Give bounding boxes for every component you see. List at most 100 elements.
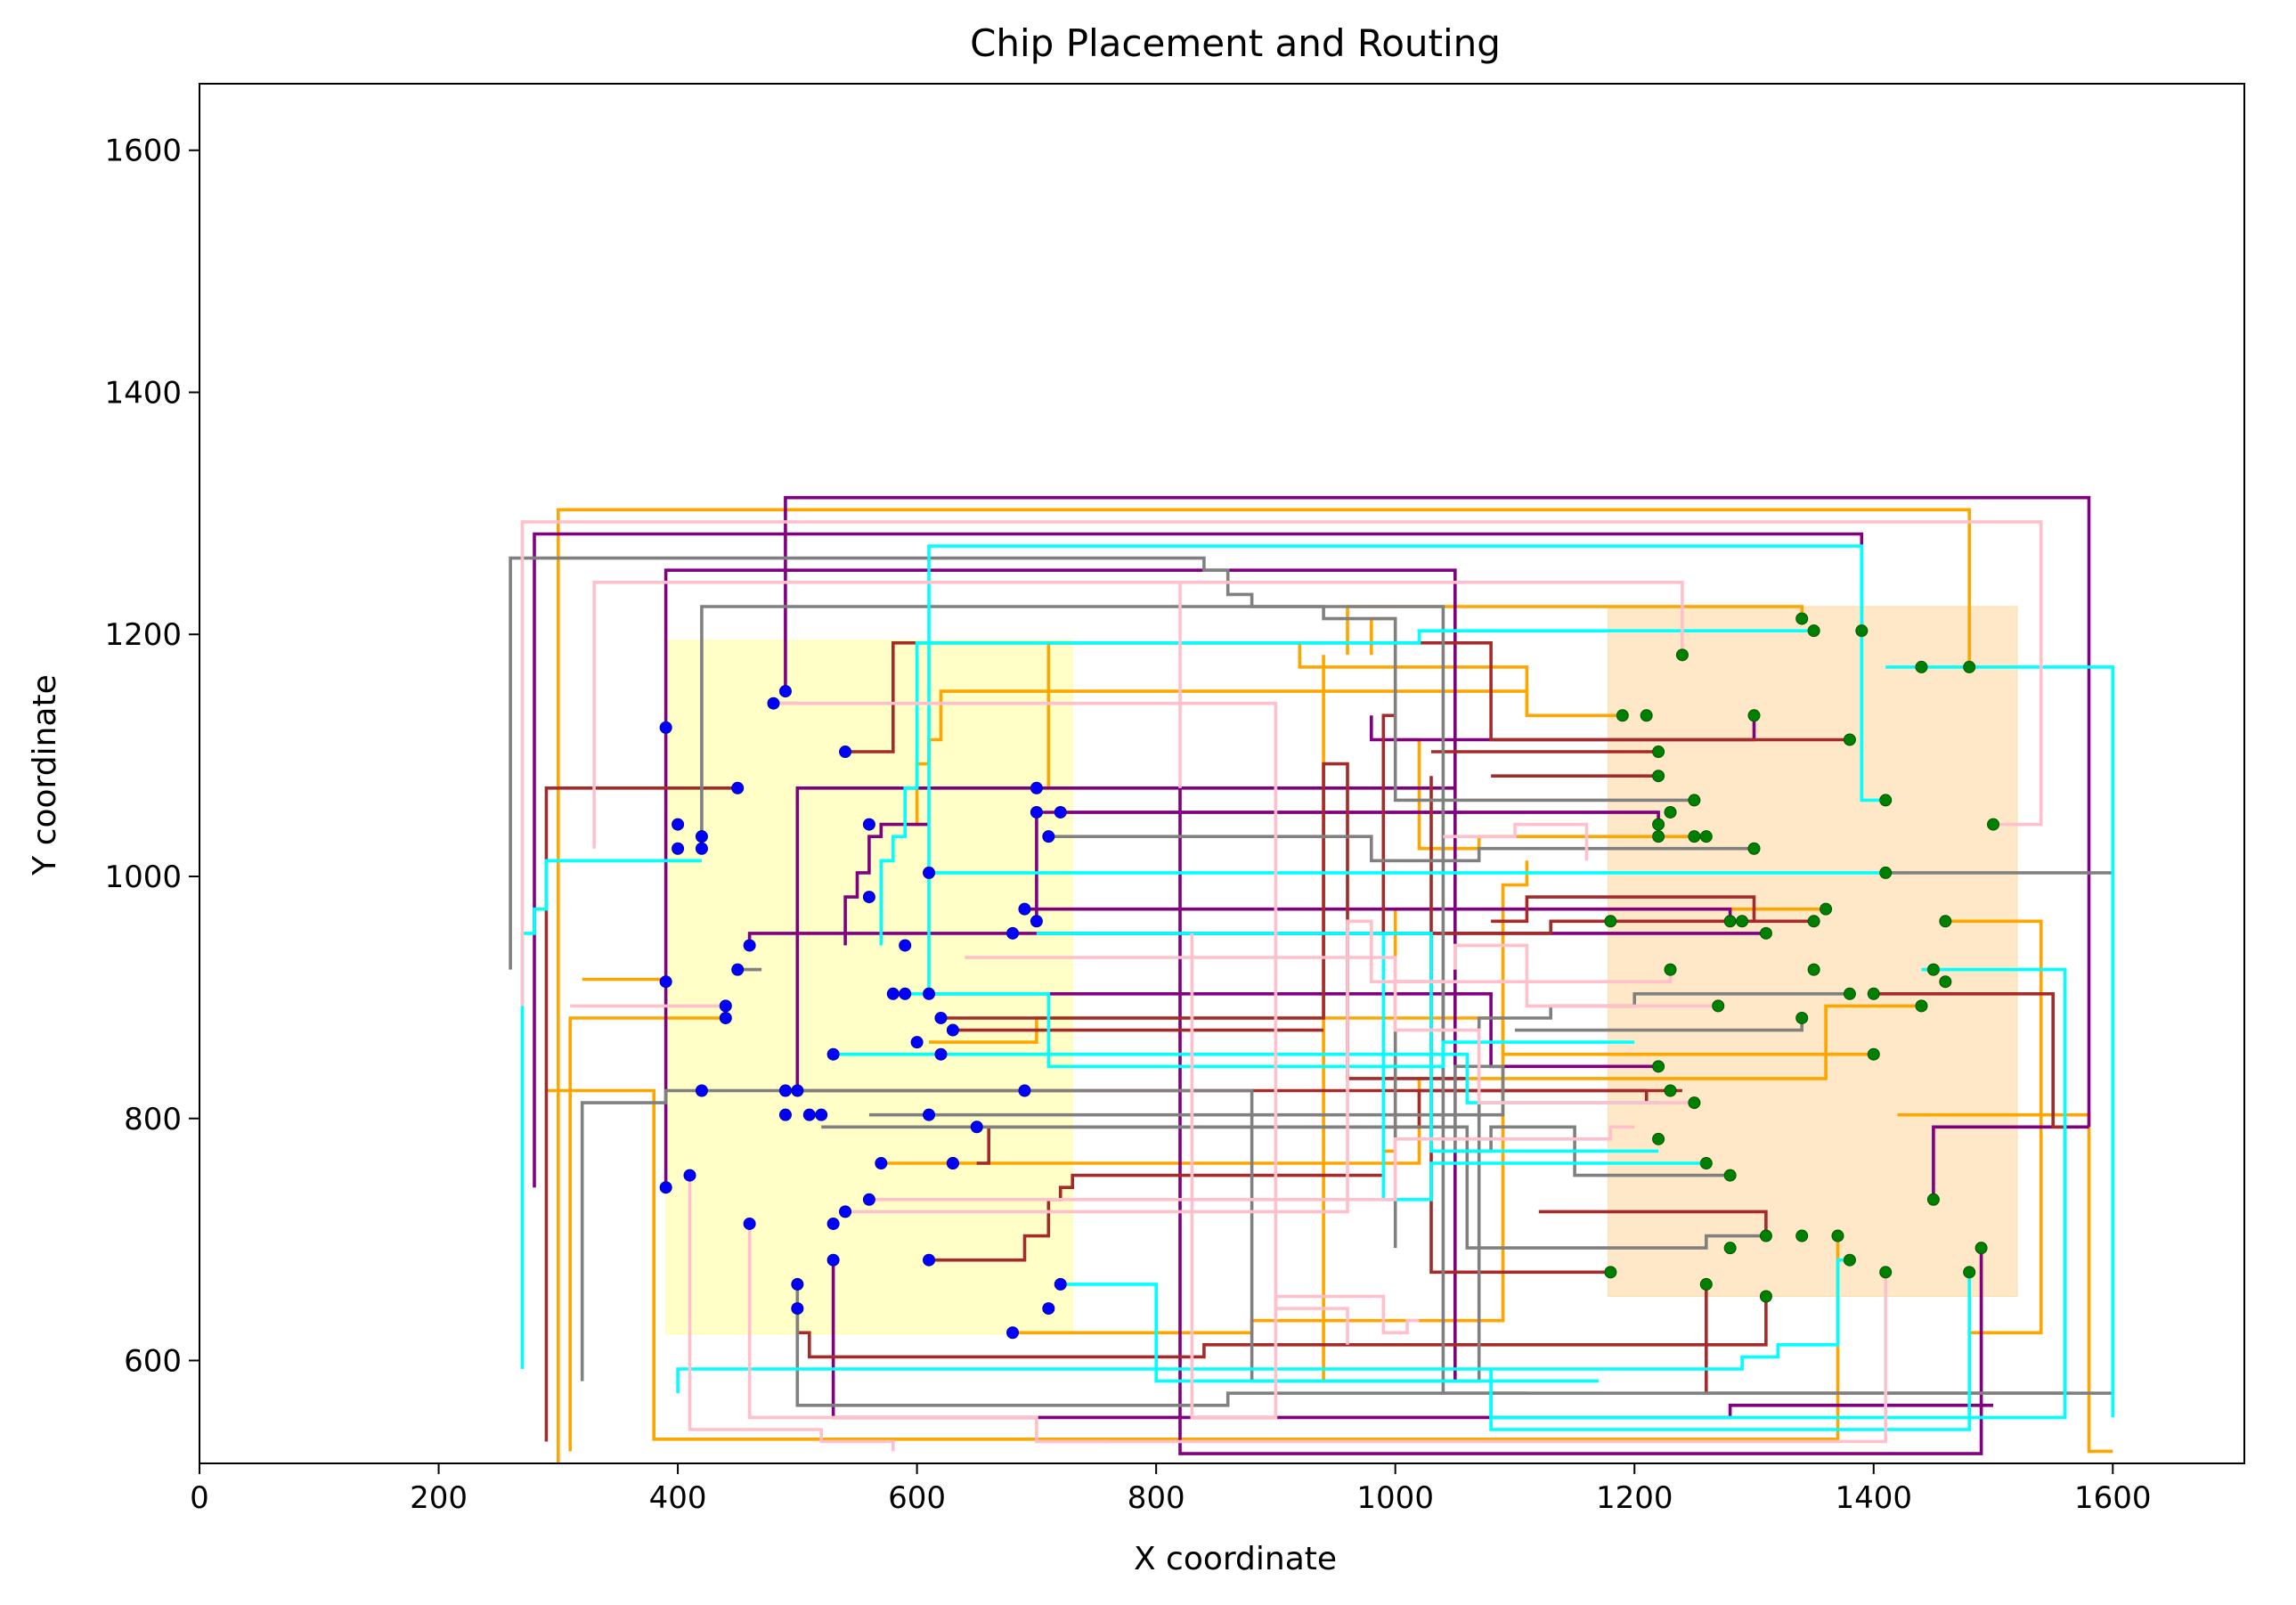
net-path (1491, 895, 1756, 924)
x-tick-label: 200 (410, 1480, 468, 1516)
pin-blue (719, 1011, 732, 1024)
pin-green (1688, 794, 1701, 807)
y-axis-label: Y coordinate (27, 674, 63, 876)
pin-blue (934, 1011, 948, 1024)
x-tick-label: 0 (190, 1480, 209, 1516)
pin-blue (1054, 805, 1067, 819)
pin-green (1807, 963, 1820, 976)
y-axis-ticks: 600 800 1000 1200 1400 1600 (104, 134, 199, 1380)
pin-blue (899, 939, 912, 952)
net-path (1431, 919, 1814, 935)
pin-blue (946, 1023, 959, 1037)
pin-green (1867, 1047, 1880, 1061)
pin-green (1987, 818, 2000, 831)
pins (659, 612, 2000, 1340)
net-path (843, 822, 929, 946)
net-path (795, 786, 1455, 1091)
net-path (1897, 1112, 2113, 1454)
pin-blue (826, 1217, 840, 1230)
net-path (784, 495, 2091, 1128)
net-path (1190, 933, 1420, 1420)
pin-green (1664, 805, 1677, 819)
x-tick-label: 1000 (1356, 1480, 1434, 1516)
net-path (592, 580, 1684, 849)
net-path (1060, 1283, 1599, 1383)
plot-frame (199, 83, 2245, 1464)
x-tick-label: 1200 (1596, 1480, 1673, 1516)
x-tick-label: 400 (649, 1480, 707, 1516)
pin-blue (778, 685, 792, 698)
x-axis-ticks: 0 200 400 600 800 1000 1200 1400 1600 (190, 1463, 2152, 1516)
pin-blue (862, 1193, 875, 1206)
pin-blue (923, 1253, 936, 1267)
pin-green (1664, 1084, 1677, 1097)
pin-green (1652, 1060, 1665, 1073)
net-path (664, 568, 1457, 1381)
net-path (845, 919, 1673, 1214)
pin-blue (659, 1181, 672, 1194)
pin-green (1699, 1157, 1713, 1170)
x-tick-label: 1400 (1836, 1480, 1913, 1516)
pin-green (1926, 1193, 1940, 1206)
pin-green (1759, 1290, 1772, 1303)
pin-blue (826, 1253, 840, 1267)
pin-blue (923, 987, 936, 1000)
net-path (676, 1258, 1850, 1394)
pin-green (1723, 1169, 1737, 1182)
pin-blue (862, 891, 875, 904)
pin-green (1652, 818, 1665, 831)
pin-blue (778, 1084, 792, 1097)
net-path (927, 544, 1886, 994)
pin-blue (791, 1302, 804, 1316)
pin-green (1855, 624, 1869, 638)
pin-green (1747, 709, 1761, 722)
pin-blue (778, 1108, 792, 1121)
net-path (1046, 640, 1529, 788)
chart-title: Chip Placement and Routing (970, 21, 1501, 65)
pin-blue (672, 818, 685, 831)
net-path (544, 786, 738, 1442)
pin-green (1939, 975, 1952, 989)
net-path (929, 992, 1659, 1069)
pin-blue (695, 830, 708, 843)
pin-blue (910, 1036, 924, 1049)
pin-green (1963, 1266, 1976, 1279)
pin-blue (767, 697, 780, 710)
pin-blue (659, 721, 672, 734)
y-tick-label: 600 (124, 1344, 182, 1380)
y-tick-label: 1200 (104, 617, 182, 653)
pin-green (1699, 830, 1713, 843)
pin-blue (875, 1157, 888, 1170)
pin-blue (923, 1108, 936, 1121)
net-path (700, 605, 1695, 837)
net-path (688, 1175, 895, 1452)
net-path (1036, 1272, 1887, 1444)
x-tick-label: 1600 (2074, 1480, 2152, 1516)
x-tick-label: 800 (1128, 1480, 1185, 1516)
pin-blue (1054, 1277, 1067, 1291)
pin-green (1616, 709, 1629, 722)
pin-green (1879, 1266, 1893, 1279)
pin-blue (839, 1205, 852, 1218)
pin-green (1604, 915, 1617, 928)
pin-blue (839, 745, 852, 759)
pin-blue (1006, 926, 1020, 940)
net-path (546, 1088, 1840, 1441)
net-path (795, 1296, 1768, 1359)
pin-green (1831, 1229, 1844, 1242)
net-path (795, 1283, 1527, 1407)
pin-green (1879, 866, 1893, 879)
pin-blue (791, 1277, 804, 1291)
pin-green (1759, 926, 1772, 940)
net-path (1538, 1210, 1768, 1236)
pin-green (1807, 915, 1820, 928)
pin-blue (659, 975, 672, 989)
pin-green (1604, 1266, 1617, 1279)
pin-blue (1006, 1326, 1020, 1340)
net-path (1885, 665, 2115, 1418)
pin-blue (815, 1108, 828, 1121)
pin-blue (743, 939, 756, 952)
pin-blue (695, 1084, 708, 1097)
net-path (520, 520, 2043, 1006)
